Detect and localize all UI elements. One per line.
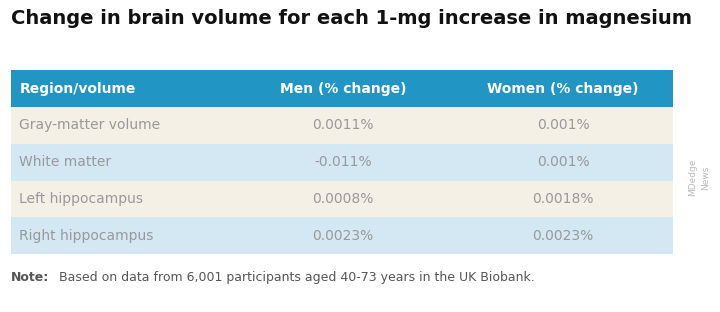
Text: News: News xyxy=(701,165,710,190)
Text: 0.0008%: 0.0008% xyxy=(312,192,374,206)
Text: Gray-matter volume: Gray-matter volume xyxy=(19,119,161,132)
Text: 0.001%: 0.001% xyxy=(537,119,590,132)
Bar xyxy=(11,144,233,181)
Bar xyxy=(454,181,673,217)
Text: Region/volume: Region/volume xyxy=(19,82,136,95)
Text: -0.011%: -0.011% xyxy=(314,155,372,169)
Text: Left hippocampus: Left hippocampus xyxy=(19,192,143,206)
Text: MDedge: MDedge xyxy=(688,159,697,196)
Text: 0.0011%: 0.0011% xyxy=(312,119,374,132)
Bar xyxy=(233,144,454,181)
Text: Women (% change): Women (% change) xyxy=(487,82,639,95)
Bar xyxy=(233,217,454,254)
Bar xyxy=(233,70,454,107)
Text: Men (% change): Men (% change) xyxy=(280,82,406,95)
Text: Right hippocampus: Right hippocampus xyxy=(19,229,154,243)
Text: Based on data from 6,001 participants aged 40-73 years in the UK Biobank.: Based on data from 6,001 participants ag… xyxy=(55,271,535,285)
Bar xyxy=(11,107,233,144)
Text: 0.001%: 0.001% xyxy=(537,155,590,169)
Text: Change in brain volume for each 1-mg increase in magnesium: Change in brain volume for each 1-mg inc… xyxy=(11,9,692,28)
Bar xyxy=(11,70,233,107)
Text: 0.0023%: 0.0023% xyxy=(312,229,374,243)
Text: Note:: Note: xyxy=(11,271,49,285)
Bar xyxy=(233,107,454,144)
Text: White matter: White matter xyxy=(19,155,112,169)
Bar xyxy=(11,181,233,217)
Bar xyxy=(454,107,673,144)
Bar xyxy=(454,217,673,254)
Bar xyxy=(233,181,454,217)
Bar xyxy=(11,217,233,254)
Bar xyxy=(454,144,673,181)
Bar xyxy=(454,70,673,107)
Text: 0.0018%: 0.0018% xyxy=(533,192,594,206)
Text: 0.0023%: 0.0023% xyxy=(533,229,594,243)
